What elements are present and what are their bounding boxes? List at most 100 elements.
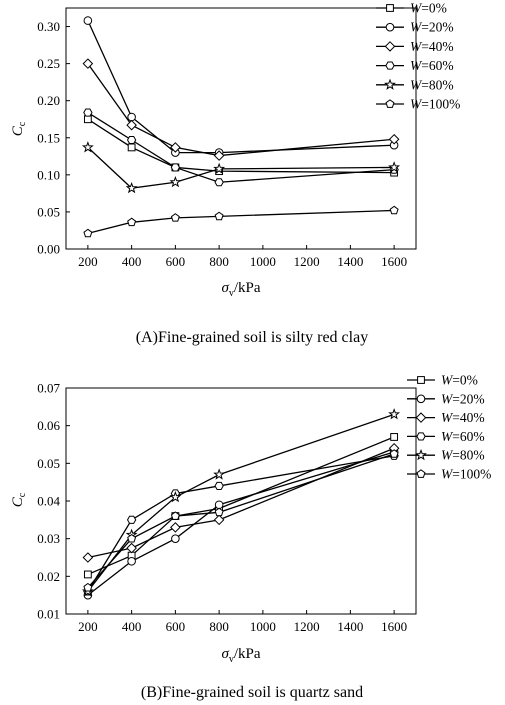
data-point <box>213 150 225 161</box>
x-tick-label: 1600 <box>381 254 407 269</box>
y-tick-label: 0.20 <box>37 93 60 108</box>
y-tick-label: 0.02 <box>37 569 60 584</box>
x-axis-label-a: σv/kPa <box>221 280 260 299</box>
legend-marker <box>385 61 395 70</box>
data-point <box>214 500 224 510</box>
plot-frame-a <box>65 7 417 250</box>
data-point <box>214 178 224 187</box>
legend-var: W <box>441 448 454 463</box>
legend-value: =80% <box>452 448 484 463</box>
data-point <box>126 515 137 524</box>
data-point <box>125 181 138 194</box>
legend-marker <box>385 22 395 32</box>
legend-marker <box>417 376 425 384</box>
legend-marker <box>415 412 427 423</box>
y-axis-label-a: Cc <box>10 121 28 136</box>
axis-ticks-a <box>66 26 395 250</box>
legend-var: W <box>410 20 423 35</box>
legend-value: =20% <box>452 391 484 406</box>
x-axis-label-b: σv/kPa <box>221 646 260 665</box>
data-point <box>170 511 180 520</box>
legend-label: W=40% <box>410 39 454 54</box>
series-group-a <box>81 16 401 238</box>
legend-label: W=80% <box>410 77 454 92</box>
legend-marker <box>384 41 396 52</box>
x-tick-labels-a: 200 400 600 800 1000 1200 1400 1600 <box>78 254 407 269</box>
x-tick-label: 400 <box>122 619 142 634</box>
legend-var: W <box>441 429 454 444</box>
x-tick-label: 600 <box>166 619 186 634</box>
data-point <box>127 143 136 152</box>
legend-marker <box>416 394 426 404</box>
x-tick-label: 200 <box>78 254 98 269</box>
data-point <box>170 142 181 153</box>
y-tick-labels-a: 0.00 0.05 0.10 0.15 0.20 0.25 0.30 <box>37 19 60 256</box>
legend-value: =60% <box>452 429 484 444</box>
legend-label: W=60% <box>441 429 485 444</box>
y-tick-label: 0.05 <box>37 204 60 219</box>
legend-marker <box>384 78 396 90</box>
data-point <box>170 522 181 533</box>
data-point <box>127 556 136 566</box>
y-tick-label: 0.00 <box>37 242 60 257</box>
legend-value: =0% <box>421 1 447 16</box>
data-point <box>169 490 182 503</box>
data-point <box>83 16 93 25</box>
legend-var: W <box>410 97 423 112</box>
legend-value: =40% <box>421 39 453 54</box>
x-tick-label: 1400 <box>337 254 363 269</box>
y-tick-label: 0.15 <box>37 130 60 145</box>
legend-var: W <box>441 410 454 425</box>
legend-var: W <box>441 391 454 406</box>
x-tick-label: 800 <box>209 619 229 634</box>
data-point <box>388 408 401 420</box>
data-point <box>171 534 180 543</box>
data-point <box>390 433 399 441</box>
legend-var: W <box>410 39 423 54</box>
data-point <box>126 119 137 131</box>
legend-marker <box>415 448 427 461</box>
x-tick-label: 800 <box>209 254 229 269</box>
legend-marker <box>416 469 426 478</box>
series-line <box>87 20 395 154</box>
x-tick-label: 1400 <box>337 619 363 634</box>
legend-value: =60% <box>421 58 453 73</box>
data-point <box>169 176 182 188</box>
data-point <box>83 228 93 238</box>
x-tick-label: 1600 <box>381 619 407 634</box>
x-tick-label: 200 <box>78 619 98 634</box>
legend-label: W=100% <box>441 467 491 482</box>
x-tick-label: 1000 <box>250 254 276 269</box>
x-tick-label: 1000 <box>250 619 276 634</box>
data-point <box>214 211 224 221</box>
legend-label: W=80% <box>441 448 485 463</box>
caption-b: (B)Fine-grained soil is quartz sand <box>141 684 363 701</box>
data-point <box>389 449 399 458</box>
legend-label: W=20% <box>410 20 454 35</box>
legend-var: W <box>441 467 454 482</box>
legend-value: =40% <box>452 410 484 425</box>
y-tick-label: 0.10 <box>37 167 60 182</box>
data-point <box>127 217 137 227</box>
data-point <box>83 582 93 592</box>
legend-value: =20% <box>421 20 453 35</box>
data-point <box>214 481 224 490</box>
data-point <box>213 468 226 480</box>
x-tick-label: 600 <box>166 254 186 269</box>
data-point <box>83 115 92 124</box>
legend-var: W <box>441 373 454 388</box>
legend-value: =100% <box>452 467 491 482</box>
legend-a: W=0%W=20%W=40%W=60%W=80%W=100% <box>376 1 460 112</box>
legend-value: =100% <box>421 97 460 112</box>
data-point <box>82 58 94 69</box>
axis-ticks-b <box>66 387 395 615</box>
y-tick-label: 0.05 <box>37 456 60 471</box>
legend-label: W=0% <box>410 1 447 16</box>
legend-value: =0% <box>452 373 478 388</box>
legend-label: W=60% <box>410 58 454 73</box>
data-point <box>127 112 136 122</box>
y-tick-label: 0.04 <box>37 494 60 509</box>
data-point <box>126 135 137 145</box>
chart-panel-b: 200 400 600 800 1000 1200 1400 1600 0.010.020.0… <box>10 373 491 702</box>
series-group-b <box>81 408 401 600</box>
